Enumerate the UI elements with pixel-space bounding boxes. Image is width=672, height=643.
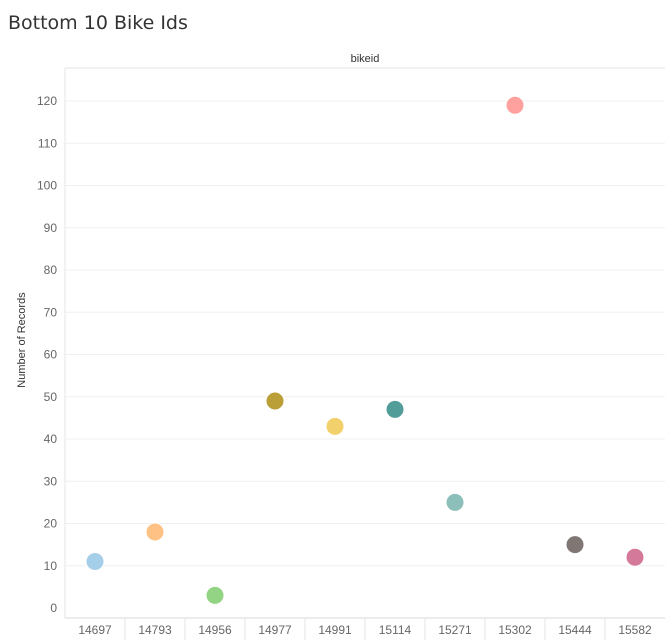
y-tick-label: 70 (44, 305, 58, 319)
data-point[interactable] (205, 585, 225, 605)
y-tick-label: 0 (50, 601, 57, 615)
y-axis-label: Number of Records (16, 292, 28, 388)
data-point[interactable] (445, 492, 465, 512)
y-tick-label: 90 (44, 221, 58, 235)
data-point[interactable] (505, 95, 525, 115)
y-tick-label: 30 (44, 474, 58, 488)
data-point[interactable] (265, 391, 285, 411)
x-tick-label: 14793 (138, 623, 172, 637)
x-tick-label: 14977 (258, 623, 292, 637)
y-tick-label: 50 (44, 390, 58, 404)
column-header: bikeid (351, 53, 380, 65)
chart-title: Bottom 10 Bike Ids (8, 12, 188, 34)
data-points (85, 95, 645, 605)
data-point[interactable] (625, 547, 645, 567)
data-point[interactable] (385, 399, 405, 419)
x-tick-label: 15444 (558, 623, 592, 637)
y-tick-label: 60 (44, 348, 58, 362)
y-tick-label: 10 (44, 559, 58, 573)
x-tick-label: 14991 (318, 623, 352, 637)
y-tick-label: 110 (38, 136, 57, 150)
x-tick-labels: 14697 14793 14956 14977 14991 15114 15271 15302… (78, 618, 652, 640)
x-tick-label: 15302 (498, 623, 532, 637)
y-tick-label: 40 (44, 432, 58, 446)
data-point[interactable] (145, 522, 165, 542)
data-point[interactable] (85, 552, 105, 572)
grid-lines (65, 100, 665, 567)
x-tick-label: 15582 (618, 623, 652, 637)
data-point[interactable] (565, 535, 585, 555)
y-tick-label: 80 (44, 263, 58, 277)
y-tick-label: 20 (44, 517, 58, 531)
x-tick-label: 14697 (78, 623, 112, 637)
x-tick-label: 15271 (438, 623, 472, 637)
y-tick-label: 120 (37, 94, 57, 108)
data-point[interactable] (325, 416, 345, 436)
y-tick-labels: 0 10 20 30 40 50 60 70 80 90 100 110 120 (37, 94, 57, 615)
x-tick-label: 15114 (379, 623, 412, 637)
x-tick-label: 14956 (198, 623, 232, 637)
y-tick-label: 100 (37, 179, 57, 193)
